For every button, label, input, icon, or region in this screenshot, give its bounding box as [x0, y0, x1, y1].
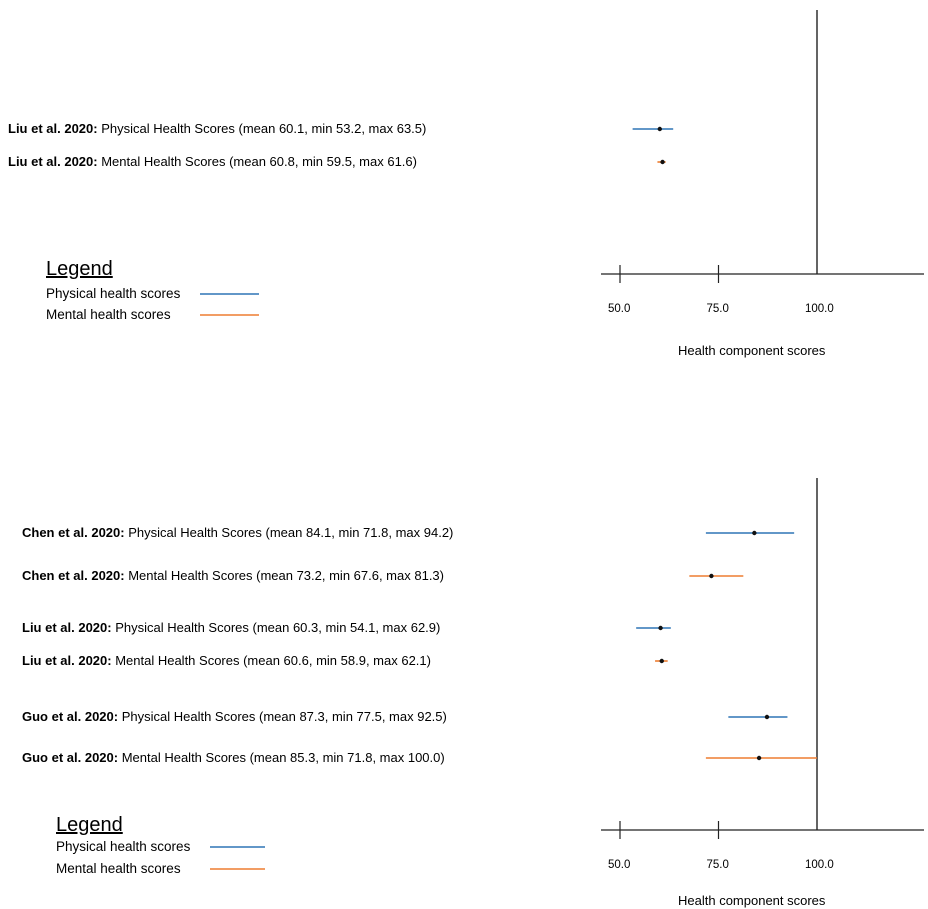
legend-label: Physical health scores [56, 839, 191, 854]
mean-point [752, 530, 757, 536]
forest-panel-2: 50.0 75.0 100.0 Health component scores Chen… [22, 478, 924, 908]
study-detail: Mental Health Scores (mean 85.3, min 71.… [118, 750, 445, 765]
mean-point [709, 573, 714, 579]
study-author: Guo et al. 2020: [22, 709, 118, 724]
study-author: Liu et al. 2020: [8, 154, 98, 169]
legend-title: Legend [56, 814, 123, 836]
study-author: Liu et al. 2020: [8, 121, 98, 136]
forest-panel-1: 50.0 75.0 100.0 Health component scores Liu … [8, 10, 924, 358]
legend-title: Legend [46, 258, 113, 280]
study-detail: Mental Health Scores (mean 60.6, min 58.… [112, 653, 431, 668]
mean-point [657, 126, 662, 132]
x-tick-label: 50.0 [608, 303, 630, 315]
legend-label: Mental health scores [56, 861, 181, 876]
study-author: Chen et al. 2020: [22, 525, 125, 540]
row-label: Liu et al. 2020: Mental Health Scores (m… [8, 154, 417, 169]
study-detail: Physical Health Scores (mean 60.1, min 5… [98, 121, 427, 136]
legend-label: Mental health scores [46, 307, 171, 322]
x-tick-label: 75.0 [707, 303, 729, 315]
row-label: Chen et al. 2020: Physical Health Scores… [22, 525, 453, 540]
row-label: Liu et al. 2020: Physical Health Scores … [22, 620, 440, 635]
mean-point [756, 755, 762, 761]
study-author: Chen et al. 2020: [22, 568, 125, 583]
x-tick-label: 100.0 [805, 859, 834, 871]
row-label: Chen et al. 2020: Mental Health Scores (… [22, 568, 444, 583]
study-author: Liu et al. 2020: [22, 620, 112, 635]
row-label: Guo et al. 2020: Physical Health Scores … [22, 709, 447, 724]
x-tick-label: 50.0 [608, 859, 630, 871]
study-detail: Mental Health Scores (mean 73.2, min 67.… [125, 568, 444, 583]
x-axis-title: Health component scores [678, 893, 826, 908]
mean-point [658, 625, 663, 631]
row-label: Liu et al. 2020: Physical Health Scores … [8, 121, 426, 136]
row-label: Guo et al. 2020: Mental Health Scores (m… [22, 750, 445, 765]
study-detail: Physical Health Scores (mean 60.3, min 5… [112, 620, 441, 635]
study-detail: Mental Health Scores (mean 60.8, min 59.… [98, 154, 417, 169]
study-author: Liu et al. 2020: [22, 653, 112, 668]
mean-point [659, 658, 664, 664]
x-axis-title: Health component scores [678, 343, 826, 358]
mean-point [660, 159, 665, 165]
study-detail: Physical Health Scores (mean 84.1, min 7… [125, 525, 454, 540]
study-detail: Physical Health Scores (mean 87.3, min 7… [118, 709, 447, 724]
x-tick-label: 75.0 [707, 859, 729, 871]
row-label: Liu et al. 2020: Mental Health Scores (m… [22, 653, 431, 668]
x-tick-label: 100.0 [805, 303, 834, 315]
study-author: Guo et al. 2020: [22, 750, 118, 765]
mean-point [764, 714, 770, 720]
legend-label: Physical health scores [46, 286, 181, 301]
